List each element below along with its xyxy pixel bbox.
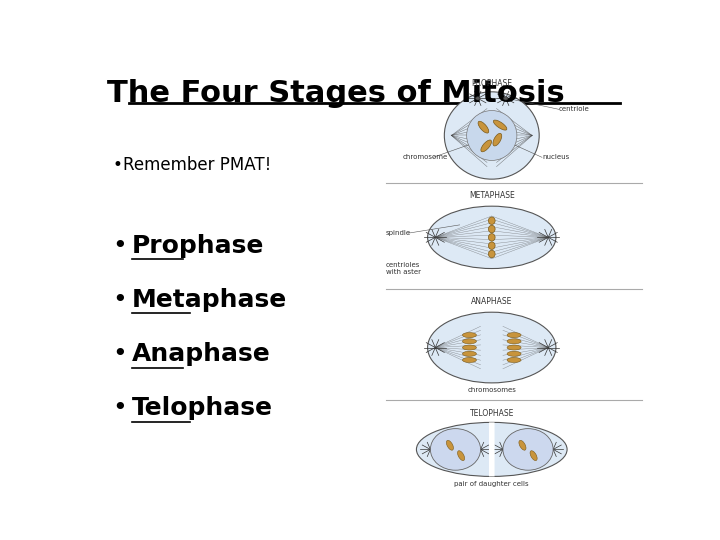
Text: •: • (112, 342, 127, 366)
Ellipse shape (507, 352, 521, 356)
Ellipse shape (457, 451, 464, 461)
FancyBboxPatch shape (489, 422, 495, 476)
Ellipse shape (503, 429, 553, 470)
Circle shape (476, 97, 480, 100)
Ellipse shape (462, 339, 477, 344)
Text: nucleus: nucleus (542, 154, 570, 160)
Text: Metaphase: Metaphase (132, 288, 287, 312)
Text: chromosomes: chromosomes (467, 387, 516, 393)
Ellipse shape (507, 345, 521, 350)
Text: ANAPHASE: ANAPHASE (471, 297, 513, 306)
Text: •: • (112, 396, 127, 420)
Ellipse shape (428, 206, 556, 268)
Ellipse shape (488, 242, 495, 249)
Ellipse shape (462, 345, 477, 350)
Ellipse shape (431, 429, 481, 470)
Ellipse shape (488, 217, 495, 225)
Text: •: • (112, 156, 122, 173)
Ellipse shape (493, 133, 502, 146)
Text: pair of daughter cells: pair of daughter cells (454, 481, 529, 487)
Text: Prophase: Prophase (132, 234, 264, 258)
Circle shape (503, 97, 508, 100)
Text: TELOPHASE: TELOPHASE (469, 409, 514, 418)
Ellipse shape (507, 339, 521, 344)
Ellipse shape (481, 140, 492, 152)
Ellipse shape (507, 333, 521, 338)
Ellipse shape (462, 357, 477, 362)
Ellipse shape (428, 312, 556, 383)
Ellipse shape (462, 352, 477, 356)
Text: centriole: centriole (559, 106, 590, 112)
Text: •: • (112, 234, 127, 258)
Text: •: • (112, 288, 127, 312)
Ellipse shape (446, 440, 454, 450)
Text: Anaphase: Anaphase (132, 342, 271, 366)
Ellipse shape (493, 120, 507, 130)
Ellipse shape (488, 225, 495, 233)
Ellipse shape (488, 250, 495, 258)
Ellipse shape (519, 440, 526, 450)
Text: centrioles
with aster: centrioles with aster (386, 262, 420, 275)
Ellipse shape (507, 357, 521, 362)
Ellipse shape (488, 234, 495, 241)
Text: chromosome: chromosome (402, 154, 448, 160)
Ellipse shape (462, 333, 477, 338)
Ellipse shape (467, 111, 517, 160)
Ellipse shape (416, 422, 567, 476)
Text: PROPHASE: PROPHASE (472, 79, 512, 87)
Ellipse shape (530, 451, 537, 461)
Text: spindle: spindle (386, 230, 411, 236)
Ellipse shape (444, 92, 539, 179)
Text: Remember PMAT!: Remember PMAT! (124, 156, 271, 173)
Text: Telophase: Telophase (132, 396, 273, 420)
Text: METAPHASE: METAPHASE (469, 191, 515, 200)
Text: The Four Stages of Mitosis: The Four Stages of Mitosis (107, 79, 564, 109)
Ellipse shape (478, 122, 489, 133)
